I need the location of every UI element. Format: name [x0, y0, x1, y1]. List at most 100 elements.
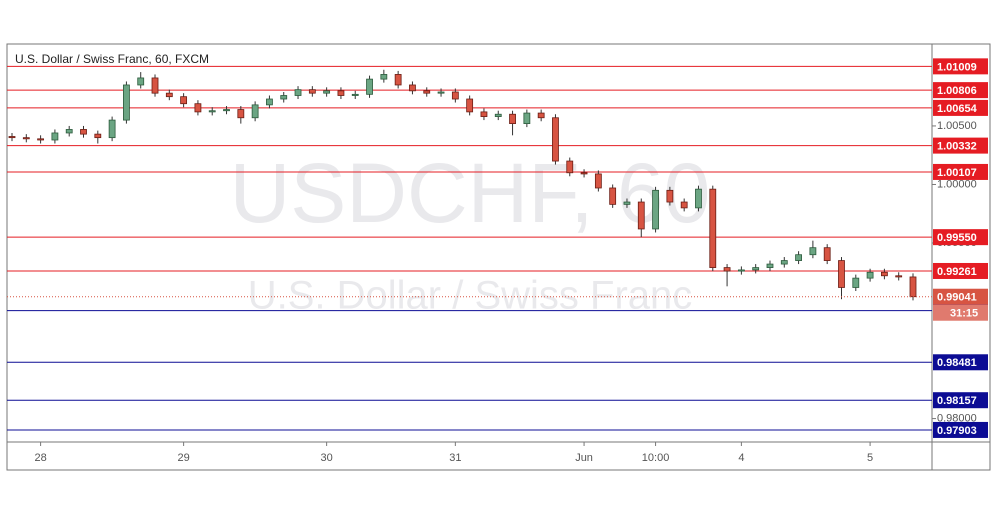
candle-body [480, 111, 488, 117]
resistance-label-box [933, 58, 988, 75]
candle-body [695, 188, 702, 209]
candle-body [737, 269, 745, 272]
support-label-box [933, 392, 988, 409]
candle-body [266, 98, 273, 106]
candle-body [652, 189, 659, 230]
candle-body [723, 267, 731, 272]
x-tick-label: 5 [867, 452, 873, 464]
candle-body [552, 117, 559, 162]
countdown-label: 31:15 [950, 308, 978, 320]
candle-body [108, 119, 116, 139]
candle-body [795, 254, 802, 261]
candle-body [251, 104, 259, 119]
candle-body [308, 89, 316, 94]
resistance-label: 1.00107 [937, 167, 977, 179]
candle-body [137, 77, 145, 86]
candle-body [680, 201, 688, 209]
candle-body [880, 271, 888, 277]
candle-body [838, 260, 845, 288]
support-label: 0.97903 [937, 425, 977, 437]
y-tick-label: 1.00500 [937, 120, 977, 132]
x-tick-label: 10:00 [642, 452, 670, 464]
candle-body [752, 267, 760, 271]
candle-body [394, 74, 402, 86]
resistance-label-box [933, 137, 988, 154]
candle-body [494, 113, 502, 117]
support-label: 0.98481 [937, 357, 977, 369]
resistance-label: 0.99261 [937, 266, 977, 278]
candle-body [366, 78, 373, 95]
candle-body [437, 91, 445, 94]
candle-body [852, 277, 860, 288]
candle-body [509, 113, 516, 124]
resistance-label: 1.00332 [937, 141, 977, 153]
candle-body [22, 137, 30, 140]
support-label-box [933, 354, 988, 371]
candle-body [523, 112, 531, 124]
candle-body [51, 132, 59, 141]
candle-body [451, 91, 459, 100]
candle-body [94, 133, 102, 139]
resistance-label-box [933, 262, 988, 279]
candle-body [466, 98, 474, 113]
candle-body [823, 247, 831, 261]
countdown-box [933, 304, 988, 321]
candle-body [666, 189, 674, 203]
candle-body [809, 247, 817, 256]
candle-body [280, 95, 288, 100]
candle-body [909, 276, 917, 298]
resistance-label-box [933, 229, 988, 246]
resistance-label: 1.00806 [937, 85, 977, 97]
candle-body [409, 84, 416, 92]
candle-body [537, 112, 545, 119]
x-tick-label: 4 [738, 452, 744, 464]
candle-body [37, 138, 45, 141]
candle-body [294, 89, 302, 96]
candle-body [766, 263, 774, 268]
candle-body [165, 92, 173, 98]
candle-body [337, 90, 345, 96]
candle-body [65, 129, 73, 134]
candle-body [709, 188, 717, 268]
candle-body [423, 90, 431, 94]
candle-body [80, 129, 87, 135]
x-tick-label: 30 [321, 452, 333, 464]
candle-body [123, 84, 130, 121]
candle-body [623, 201, 631, 205]
candle-body [151, 77, 159, 94]
candle-body [895, 275, 903, 278]
candle-body [223, 109, 230, 112]
candle-body [351, 93, 359, 96]
x-tick-label: Jun [575, 452, 593, 464]
candle-body [323, 90, 331, 94]
candle-body [580, 172, 588, 175]
candle-body [780, 260, 788, 265]
watermark-symbol: USDCHF, 60 [230, 146, 711, 240]
y-tick-label: 0.98000 [937, 412, 977, 424]
candle-body [8, 136, 16, 139]
resistance-label-box [933, 163, 988, 180]
candle-body [609, 187, 617, 205]
candle-body [866, 271, 874, 279]
resistance-label: 1.00654 [937, 103, 978, 115]
x-tick-label: 29 [177, 452, 189, 464]
candle-body [594, 173, 602, 189]
candle-body [566, 160, 574, 174]
x-tick-label: 31 [449, 452, 461, 464]
candle-body [208, 110, 216, 113]
chart-title: U.S. Dollar / Swiss Franc, 60, FXCM [15, 52, 209, 66]
candle-body [237, 109, 245, 119]
candle-body [180, 96, 188, 105]
candle-body [194, 103, 202, 113]
resistance-label: 0.99550 [937, 232, 977, 244]
candle-body [637, 201, 645, 230]
last-price-label: 0.99041 [937, 292, 977, 304]
resistance-label-box [933, 99, 988, 116]
support-label-box [933, 421, 988, 438]
y-tick-label: 1.00000 [937, 178, 977, 190]
support-label: 0.98157 [937, 395, 977, 407]
last-price-box [933, 288, 988, 305]
resistance-label-box [933, 82, 988, 99]
resistance-label: 1.01009 [937, 61, 977, 73]
